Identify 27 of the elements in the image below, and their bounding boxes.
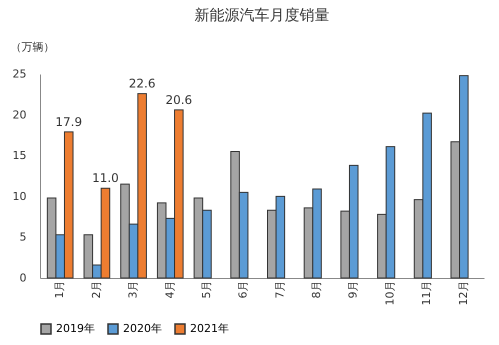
x-tick-label: 9月 [346,280,360,298]
x-tick-label: 10月 [383,280,396,306]
data-label: 20.6 [165,92,192,107]
x-tick-label: 6月 [236,280,250,298]
x-tick-label: 2月 [90,280,103,298]
x-tick-label: 7月 [273,280,286,298]
x-tick-label: 8月 [310,280,324,298]
x-tick-label: 3月 [126,280,140,298]
y-tick-label: 5 [20,230,26,244]
data-label: 17.9 [55,114,82,129]
y-tick-label: 0 [20,272,26,284]
y-axis-title: （万辆） [10,40,54,54]
data-label: 22.6 [128,76,156,91]
x-tick-label: 11月 [420,280,434,306]
data-label: 11.0 [92,171,119,186]
x-tick-label: 12月 [456,280,470,306]
legend-label: 2019年 [56,322,95,335]
x-tick-label: 4月 [163,280,176,298]
y-tick-label: 20 [12,108,26,122]
legend-label: 2021年 [190,322,229,335]
x-tick-label: 1月 [53,280,66,298]
y-tick-label: 15 [12,149,26,162]
y-tick-label: 25 [12,68,26,80]
x-tick-label: 5月 [200,280,213,298]
y-tick-label: 10 [12,190,26,203]
chart-title: 新能源汽车月度销量 [194,6,330,24]
legend-label: 2020年 [123,322,162,335]
